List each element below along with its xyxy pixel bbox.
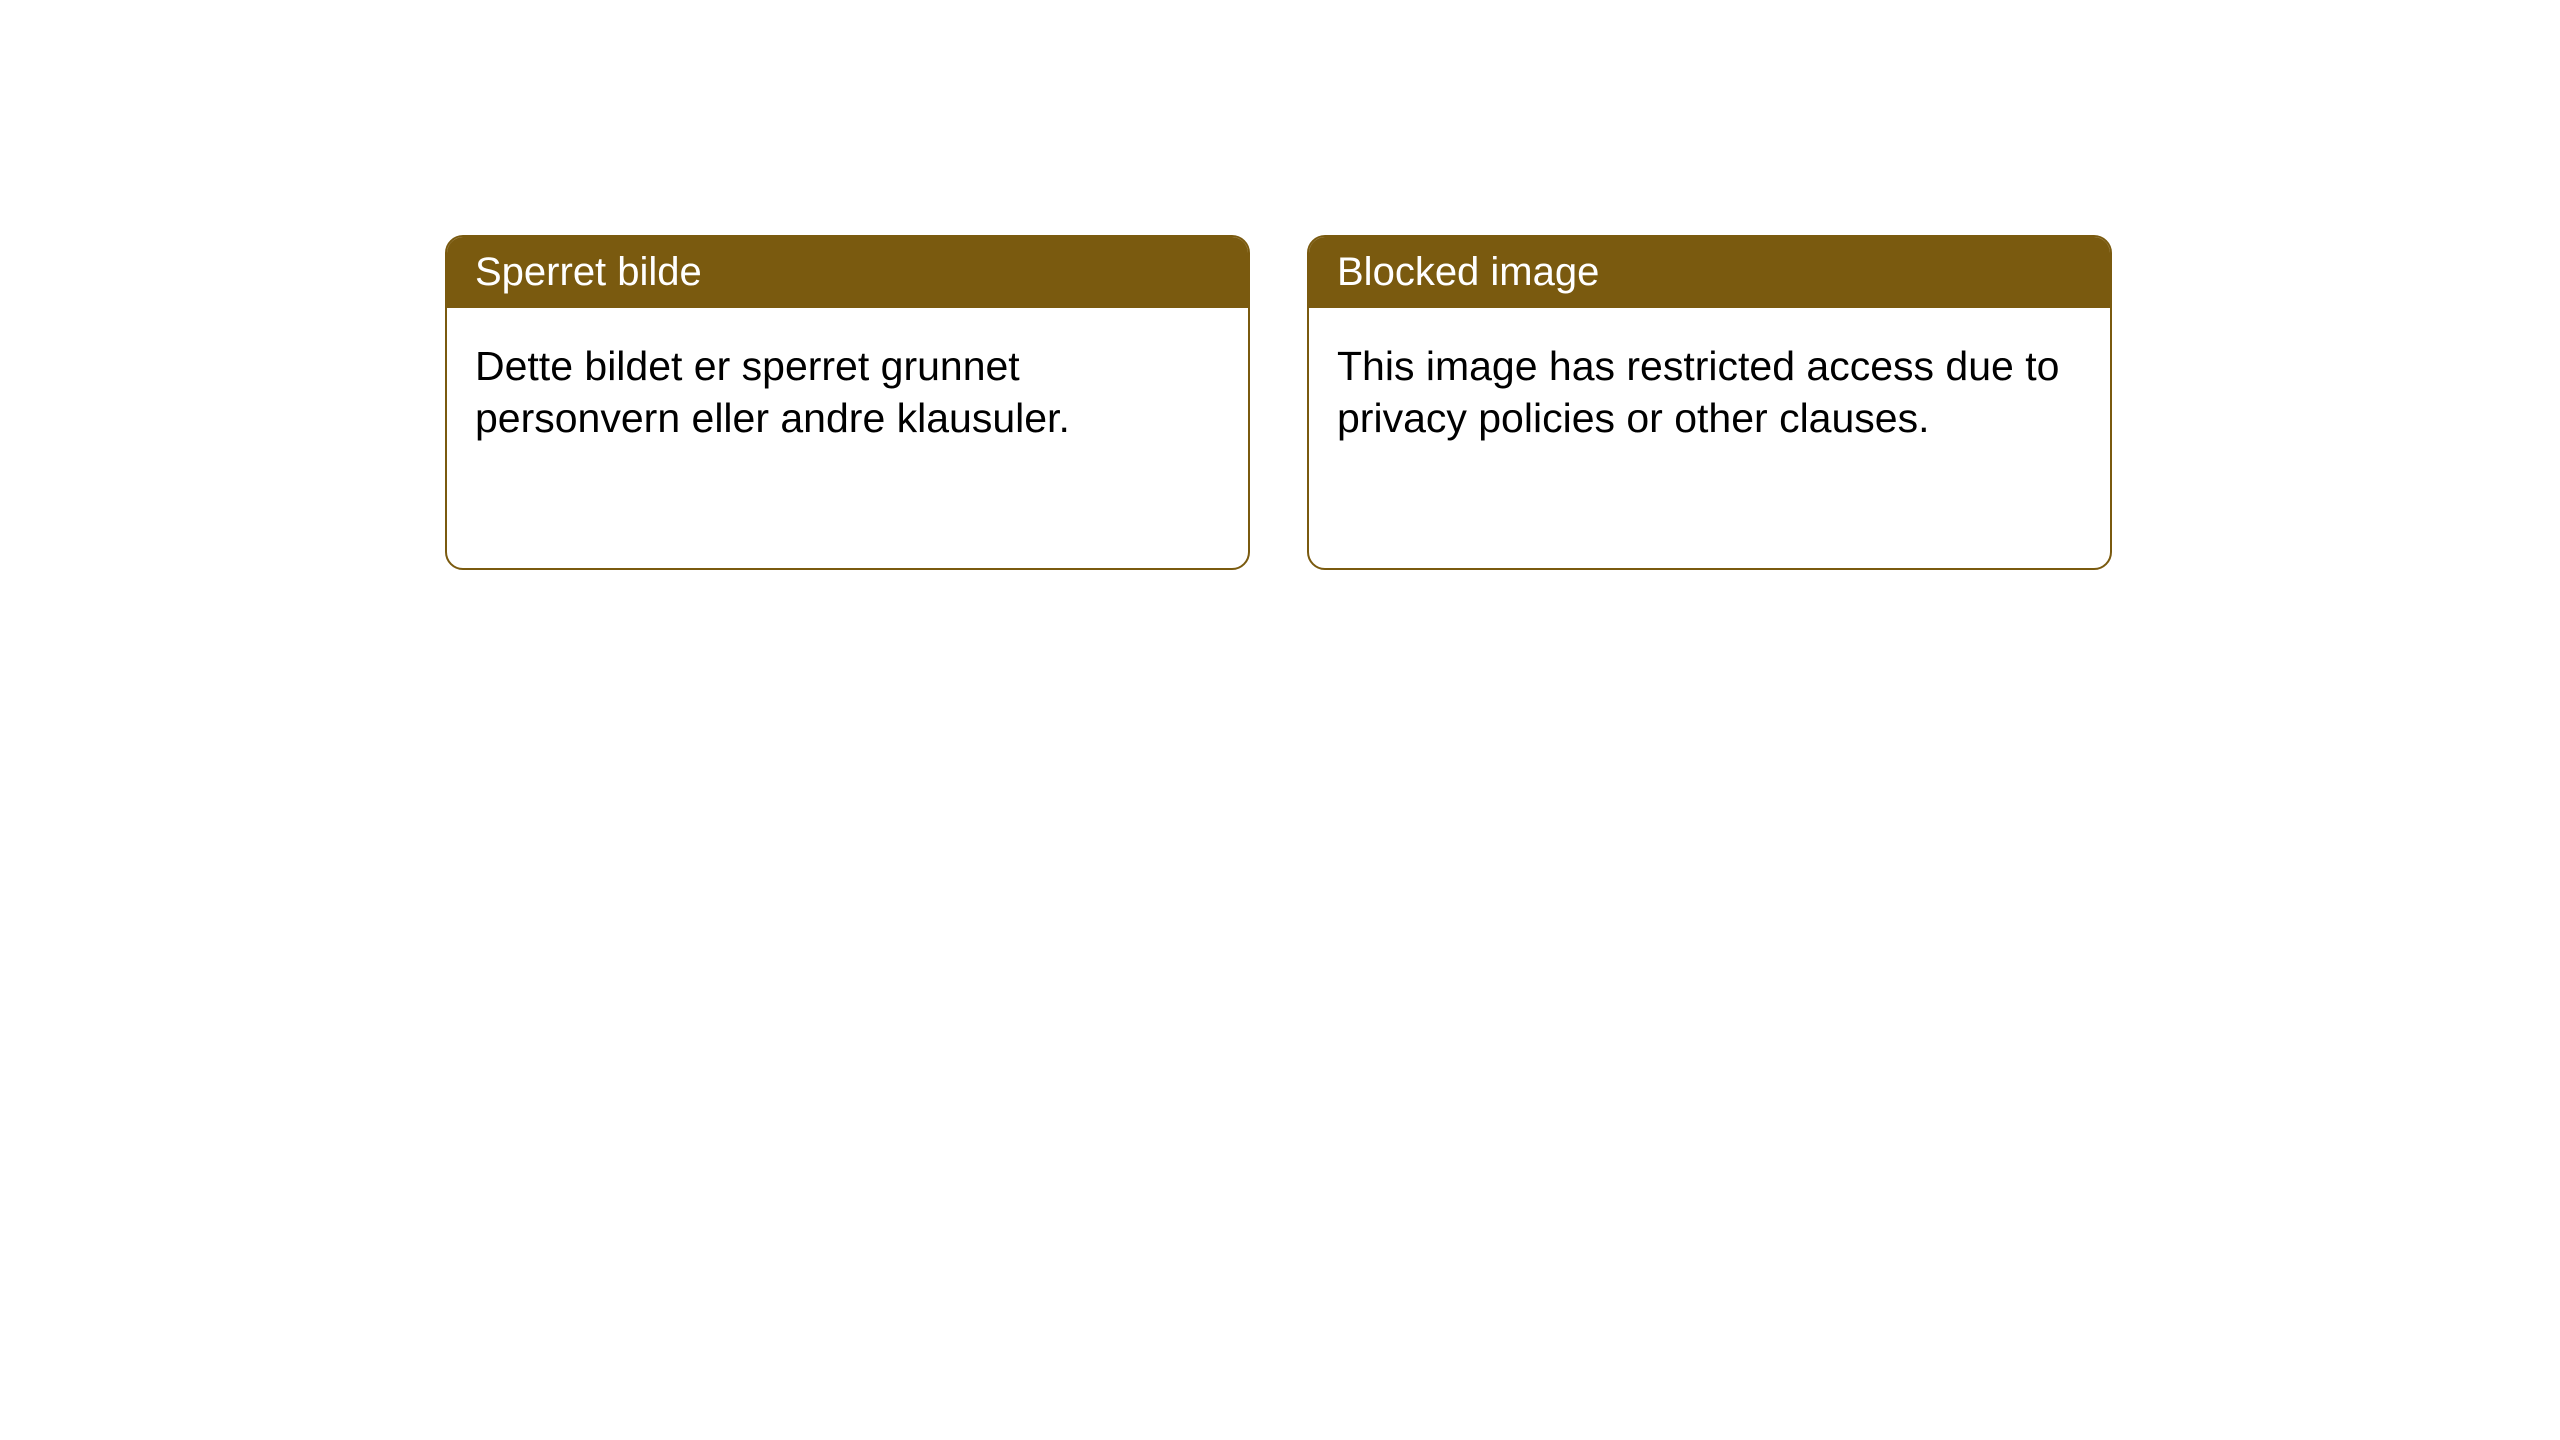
notice-text-english: This image has restricted access due to …: [1337, 343, 2059, 441]
notice-header-norwegian: Sperret bilde: [447, 237, 1248, 308]
notice-body-english: This image has restricted access due to …: [1309, 308, 2110, 477]
notice-title-norwegian: Sperret bilde: [475, 250, 702, 294]
notice-container: Sperret bilde Dette bildet er sperret gr…: [445, 235, 2112, 570]
notice-body-norwegian: Dette bildet er sperret grunnet personve…: [447, 308, 1248, 477]
notice-title-english: Blocked image: [1337, 250, 1599, 294]
notice-card-english: Blocked image This image has restricted …: [1307, 235, 2112, 570]
notice-header-english: Blocked image: [1309, 237, 2110, 308]
notice-card-norwegian: Sperret bilde Dette bildet er sperret gr…: [445, 235, 1250, 570]
notice-text-norwegian: Dette bildet er sperret grunnet personve…: [475, 343, 1070, 441]
